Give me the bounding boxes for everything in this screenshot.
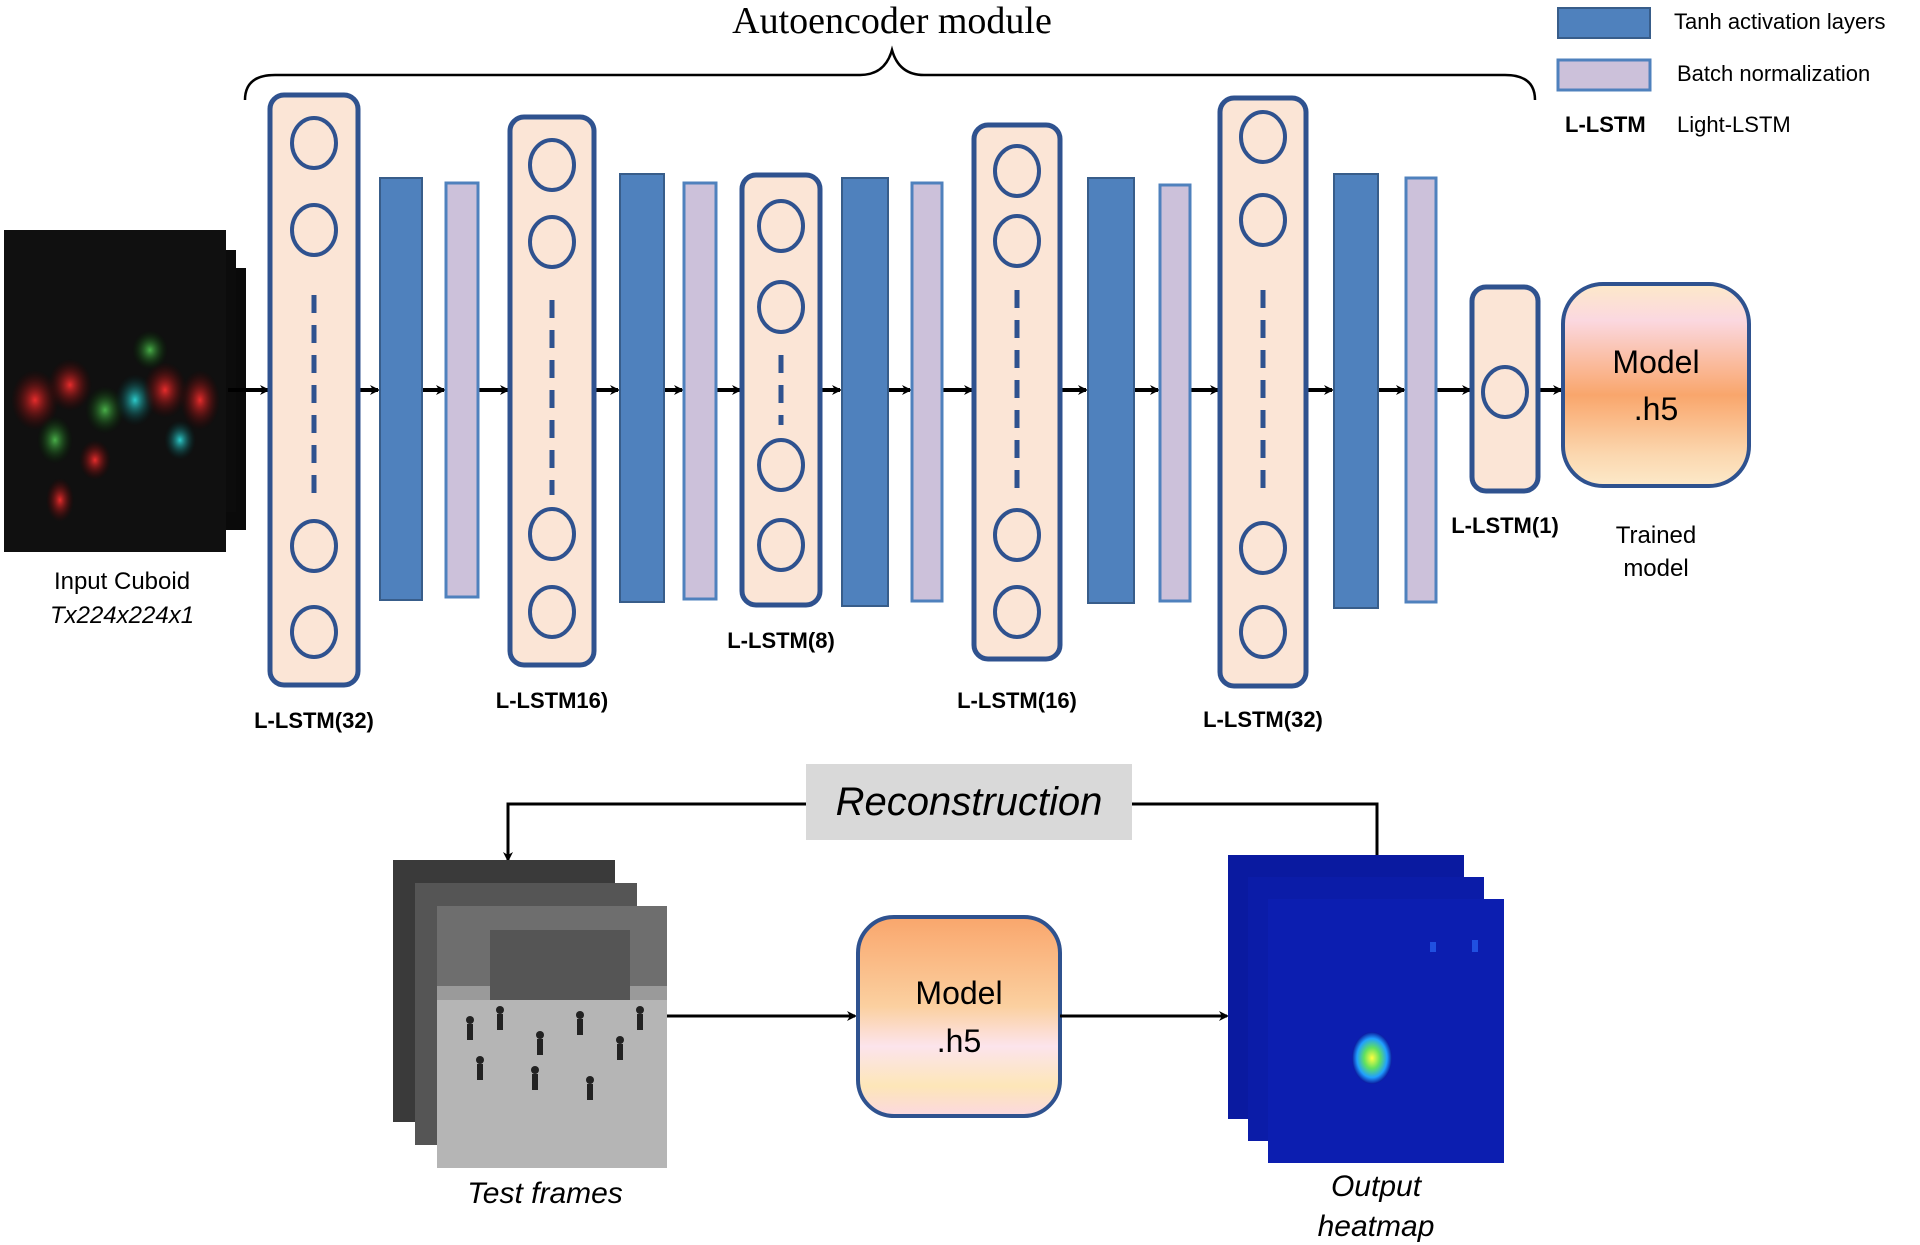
- trained-model: Model .h5: [1561, 282, 1751, 488]
- lstm-neuron-5-2: [1239, 193, 1287, 247]
- lstm-label-6: L-LSTM(1): [1451, 513, 1559, 538]
- tanh-layer-2: [619, 173, 665, 603]
- trained-model-ext: .h5: [1634, 391, 1678, 427]
- test-model-ext: .h5: [937, 1023, 981, 1059]
- input-shape: Tx224x224x1: [50, 602, 194, 629]
- lstm-neuron-5-3: [1239, 521, 1287, 575]
- lstm-neuron-2-3: [528, 507, 576, 561]
- tanh-layer-3: [841, 177, 889, 607]
- lstm-label-5: L-LSTM(32): [1203, 707, 1323, 732]
- lstm-neuron-4-4: [993, 585, 1041, 639]
- trained-model-caption-2: model: [1623, 555, 1688, 582]
- lstm-label-1: L-LSTM(32): [254, 708, 374, 733]
- autoencoder-brace: [243, 45, 1537, 101]
- legend-abbr: L-LSTM: [1565, 112, 1646, 137]
- lstm-neuron-5-4: [1239, 605, 1287, 659]
- input-cuboid: [4, 230, 246, 552]
- lstm-neuron-3-2: [757, 280, 805, 334]
- trained-model-name: Model: [1612, 344, 1699, 380]
- legend-batchnorm-label: Batch normalization: [1677, 61, 1870, 86]
- autoencoder-layers: L-LSTM(32) L-LSTM16) L-LSTM(8) L-LSTM(16) L-…: [228, 92, 1563, 733]
- lstm-neuron-3-1: [757, 199, 805, 253]
- lstm-neuron-2-1: [528, 138, 576, 192]
- lstm-neuron-5-1: [1239, 110, 1287, 164]
- test-frames-label: Test frames: [467, 1177, 623, 1210]
- lstm-neuron-1-4: [290, 605, 338, 659]
- batchnorm-layer-1: [444, 181, 480, 599]
- lstm-neuron-1-2: [290, 203, 338, 257]
- reconstruction-box: [806, 764, 1132, 840]
- lstm-neuron-3-3: [757, 438, 805, 492]
- lstm-neuron-4-2: [993, 214, 1041, 268]
- legend-tanh-swatch: [1557, 7, 1651, 39]
- lstm-label-4: L-LSTM(16): [957, 688, 1077, 713]
- legend: Tanh activation layers Batch normalizati…: [1556, 7, 1886, 137]
- batchnorm-layer-4: [1158, 183, 1192, 603]
- lstm-neuron-4-3: [993, 508, 1041, 562]
- lstm-neuron-1-1: [290, 116, 338, 170]
- test-frames: [393, 860, 667, 1168]
- batchnorm-layer-5: [1404, 176, 1438, 604]
- lstm-neuron-4-1: [993, 144, 1041, 198]
- output-label-1: Output: [1331, 1170, 1423, 1203]
- lstm-neuron-3-4: [757, 518, 805, 572]
- legend-batchnorm-swatch: [1556, 58, 1652, 92]
- trained-model-caption-1: Trained: [1616, 522, 1696, 549]
- output-label-2: heatmap: [1318, 1210, 1435, 1243]
- legend-abbr-full: Light-LSTM: [1677, 112, 1791, 137]
- lstm-label-3: L-LSTM(8): [727, 628, 835, 653]
- lstm-label-2: L-LSTM16): [496, 688, 608, 713]
- input-label: Input Cuboid: [54, 568, 190, 595]
- lstm-layer-6: [1469, 284, 1541, 494]
- reconstruction-label: Reconstruction: [836, 780, 1103, 824]
- batchnorm-layer-2: [682, 181, 718, 601]
- legend-tanh-label: Tanh activation layers: [1674, 9, 1886, 34]
- batchnorm-layer-3: [910, 181, 944, 603]
- tanh-layer-1: [379, 177, 423, 601]
- test-model-name: Model: [915, 975, 1002, 1011]
- lstm-neuron-2-4: [528, 585, 576, 639]
- tanh-layer-5: [1333, 173, 1379, 609]
- tanh-layer-4: [1087, 177, 1135, 604]
- lstm-neuron-2-2: [528, 215, 576, 269]
- lstm-neuron-6-1: [1481, 365, 1529, 419]
- output-heatmap: [1228, 855, 1504, 1163]
- diagram-title: Autoencoder module: [732, 0, 1052, 42]
- lstm-neuron-1-3: [290, 519, 338, 573]
- test-model: Model .h5: [856, 915, 1062, 1118]
